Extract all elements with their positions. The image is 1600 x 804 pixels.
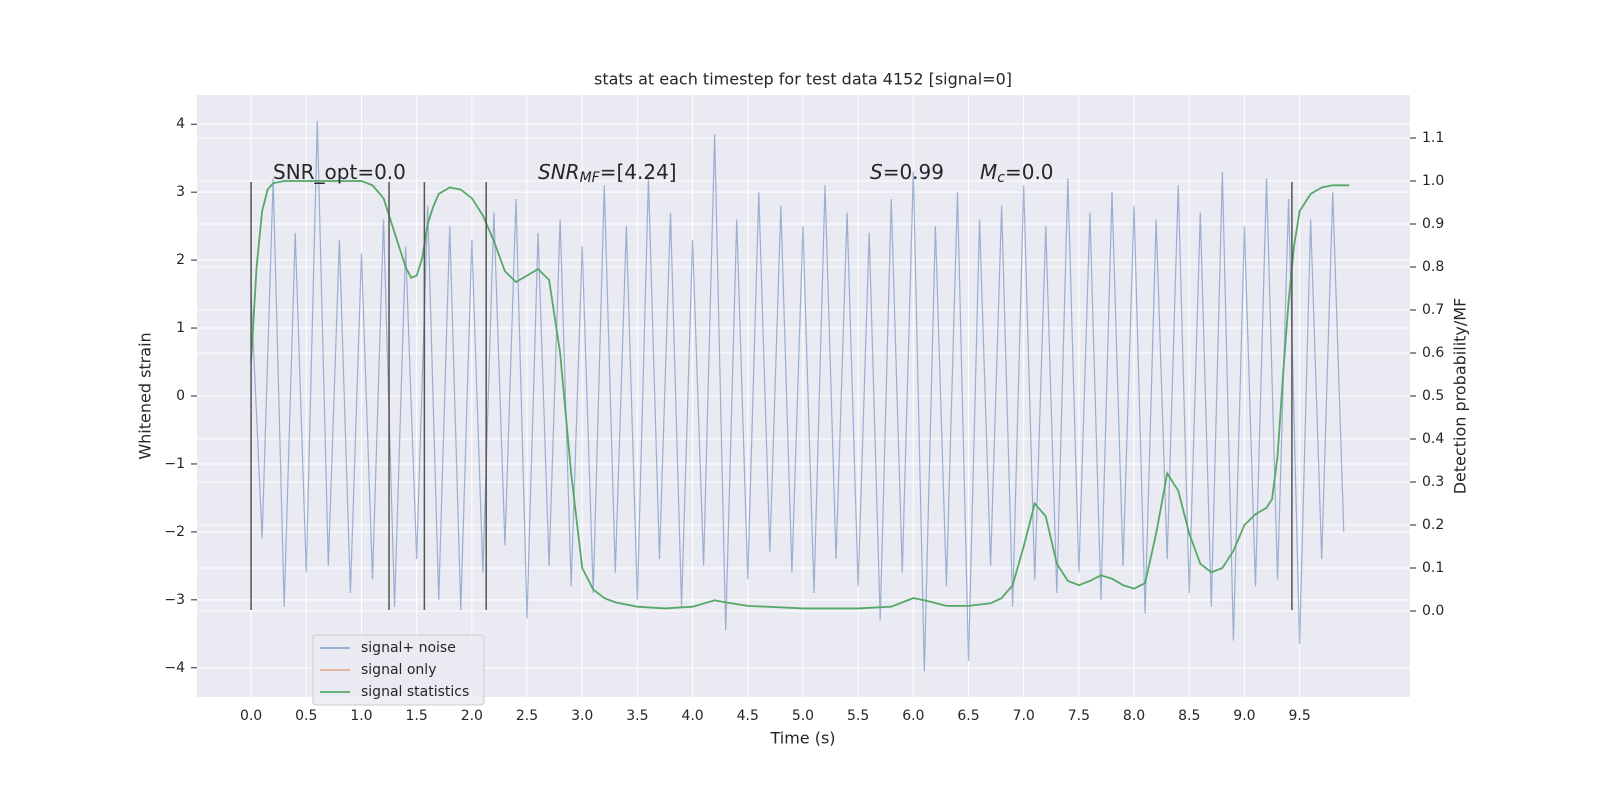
x-tick-label: 8.0 [1123,708,1145,724]
legend: signal+ noise signal only signal statistic… [312,634,485,706]
y2-tick-label: 0.1 [1422,560,1444,576]
x-tick-label: 4.0 [681,708,703,724]
y2-tick-label: 0.2 [1422,517,1444,533]
x-tick-label: 9.5 [1288,708,1310,724]
y2-tick-label: 0.5 [1422,388,1444,404]
x-tick-label: 5.0 [792,708,814,724]
y2-tick-label: 0.6 [1422,345,1444,361]
chart-title: stats at each timestep for test data 415… [594,70,1012,89]
x-tick-label: 8.5 [1178,708,1200,724]
annotation-main: SNR [538,160,580,184]
y2-tick-label: 0.8 [1422,259,1444,275]
y-axis-label: Whitened strain [136,332,155,459]
annotation-main: M [980,160,997,184]
annotation-rest: =0.99 [883,160,944,184]
x-tick-label: 7.5 [1068,708,1090,724]
x-tick-label: 1.5 [406,708,428,724]
y-tick-label: 1 [176,320,185,336]
y-tick-label: −4 [164,660,185,676]
y-tick-label: 3 [176,184,185,200]
x-tick-label: 4.5 [737,708,759,724]
annotation-main: S [870,160,883,184]
x-tick-label: 3.0 [571,708,593,724]
annotation: Mc=0.0 [980,160,1054,187]
y2-tick-label: 1.1 [1422,130,1444,146]
y-tick-label: 0 [176,388,185,404]
y2-tick-label: 0.9 [1422,216,1444,232]
y2-tick-label: 0.3 [1422,474,1444,490]
y-tick-label: −3 [164,592,185,608]
stat-line [250,180,1350,610]
legend-label: signal statistics [361,684,469,700]
y2-axis-label: Detection probability/MF [1451,298,1470,495]
y2-tick-label: 0.7 [1422,302,1444,318]
annotation: SNRMF=[4.24] [538,160,677,187]
x-tick-label: 0.0 [240,708,262,724]
x-tick-label: 1.0 [350,708,372,724]
x-tick-label: 2.0 [461,708,483,724]
annotation: SNR_opt=0.0 [273,160,406,184]
y2-tick-label: 0.0 [1422,603,1444,619]
x-tick-label: 5.5 [847,708,869,724]
legend-box [312,634,485,706]
noise-line [250,120,1345,672]
x-tick-label: 3.5 [626,708,648,724]
x-axis-label: Time (s) [769,729,835,748]
x-tick-label: 0.5 [295,708,317,724]
legend-label: signal only [361,662,436,678]
x-tick-label: 6.0 [902,708,924,724]
annotation-rest: =0.0 [1005,160,1054,184]
y-tick-label: −2 [164,524,185,540]
annotation-sub: c [997,170,1005,186]
x-tick-label: 6.5 [957,708,979,724]
y2-tick-label: 0.4 [1422,431,1444,447]
y-tick-label: −1 [164,456,185,472]
annotation-rest: =[4.24] [600,160,677,184]
x-tick-label: 9.0 [1233,708,1255,724]
x-tick-label: 7.0 [1013,708,1035,724]
annotation-sub: MF [580,170,601,186]
annotation-main: SNR_opt=0.0 [273,160,406,184]
legend-label: signal+ noise [361,640,456,656]
y2-tick-label: 1.0 [1422,173,1444,189]
y-tick-label: 4 [176,116,185,132]
y-tick-label: 2 [176,252,185,268]
annotation: S=0.99 [870,160,944,184]
x-tick-label: 2.5 [516,708,538,724]
